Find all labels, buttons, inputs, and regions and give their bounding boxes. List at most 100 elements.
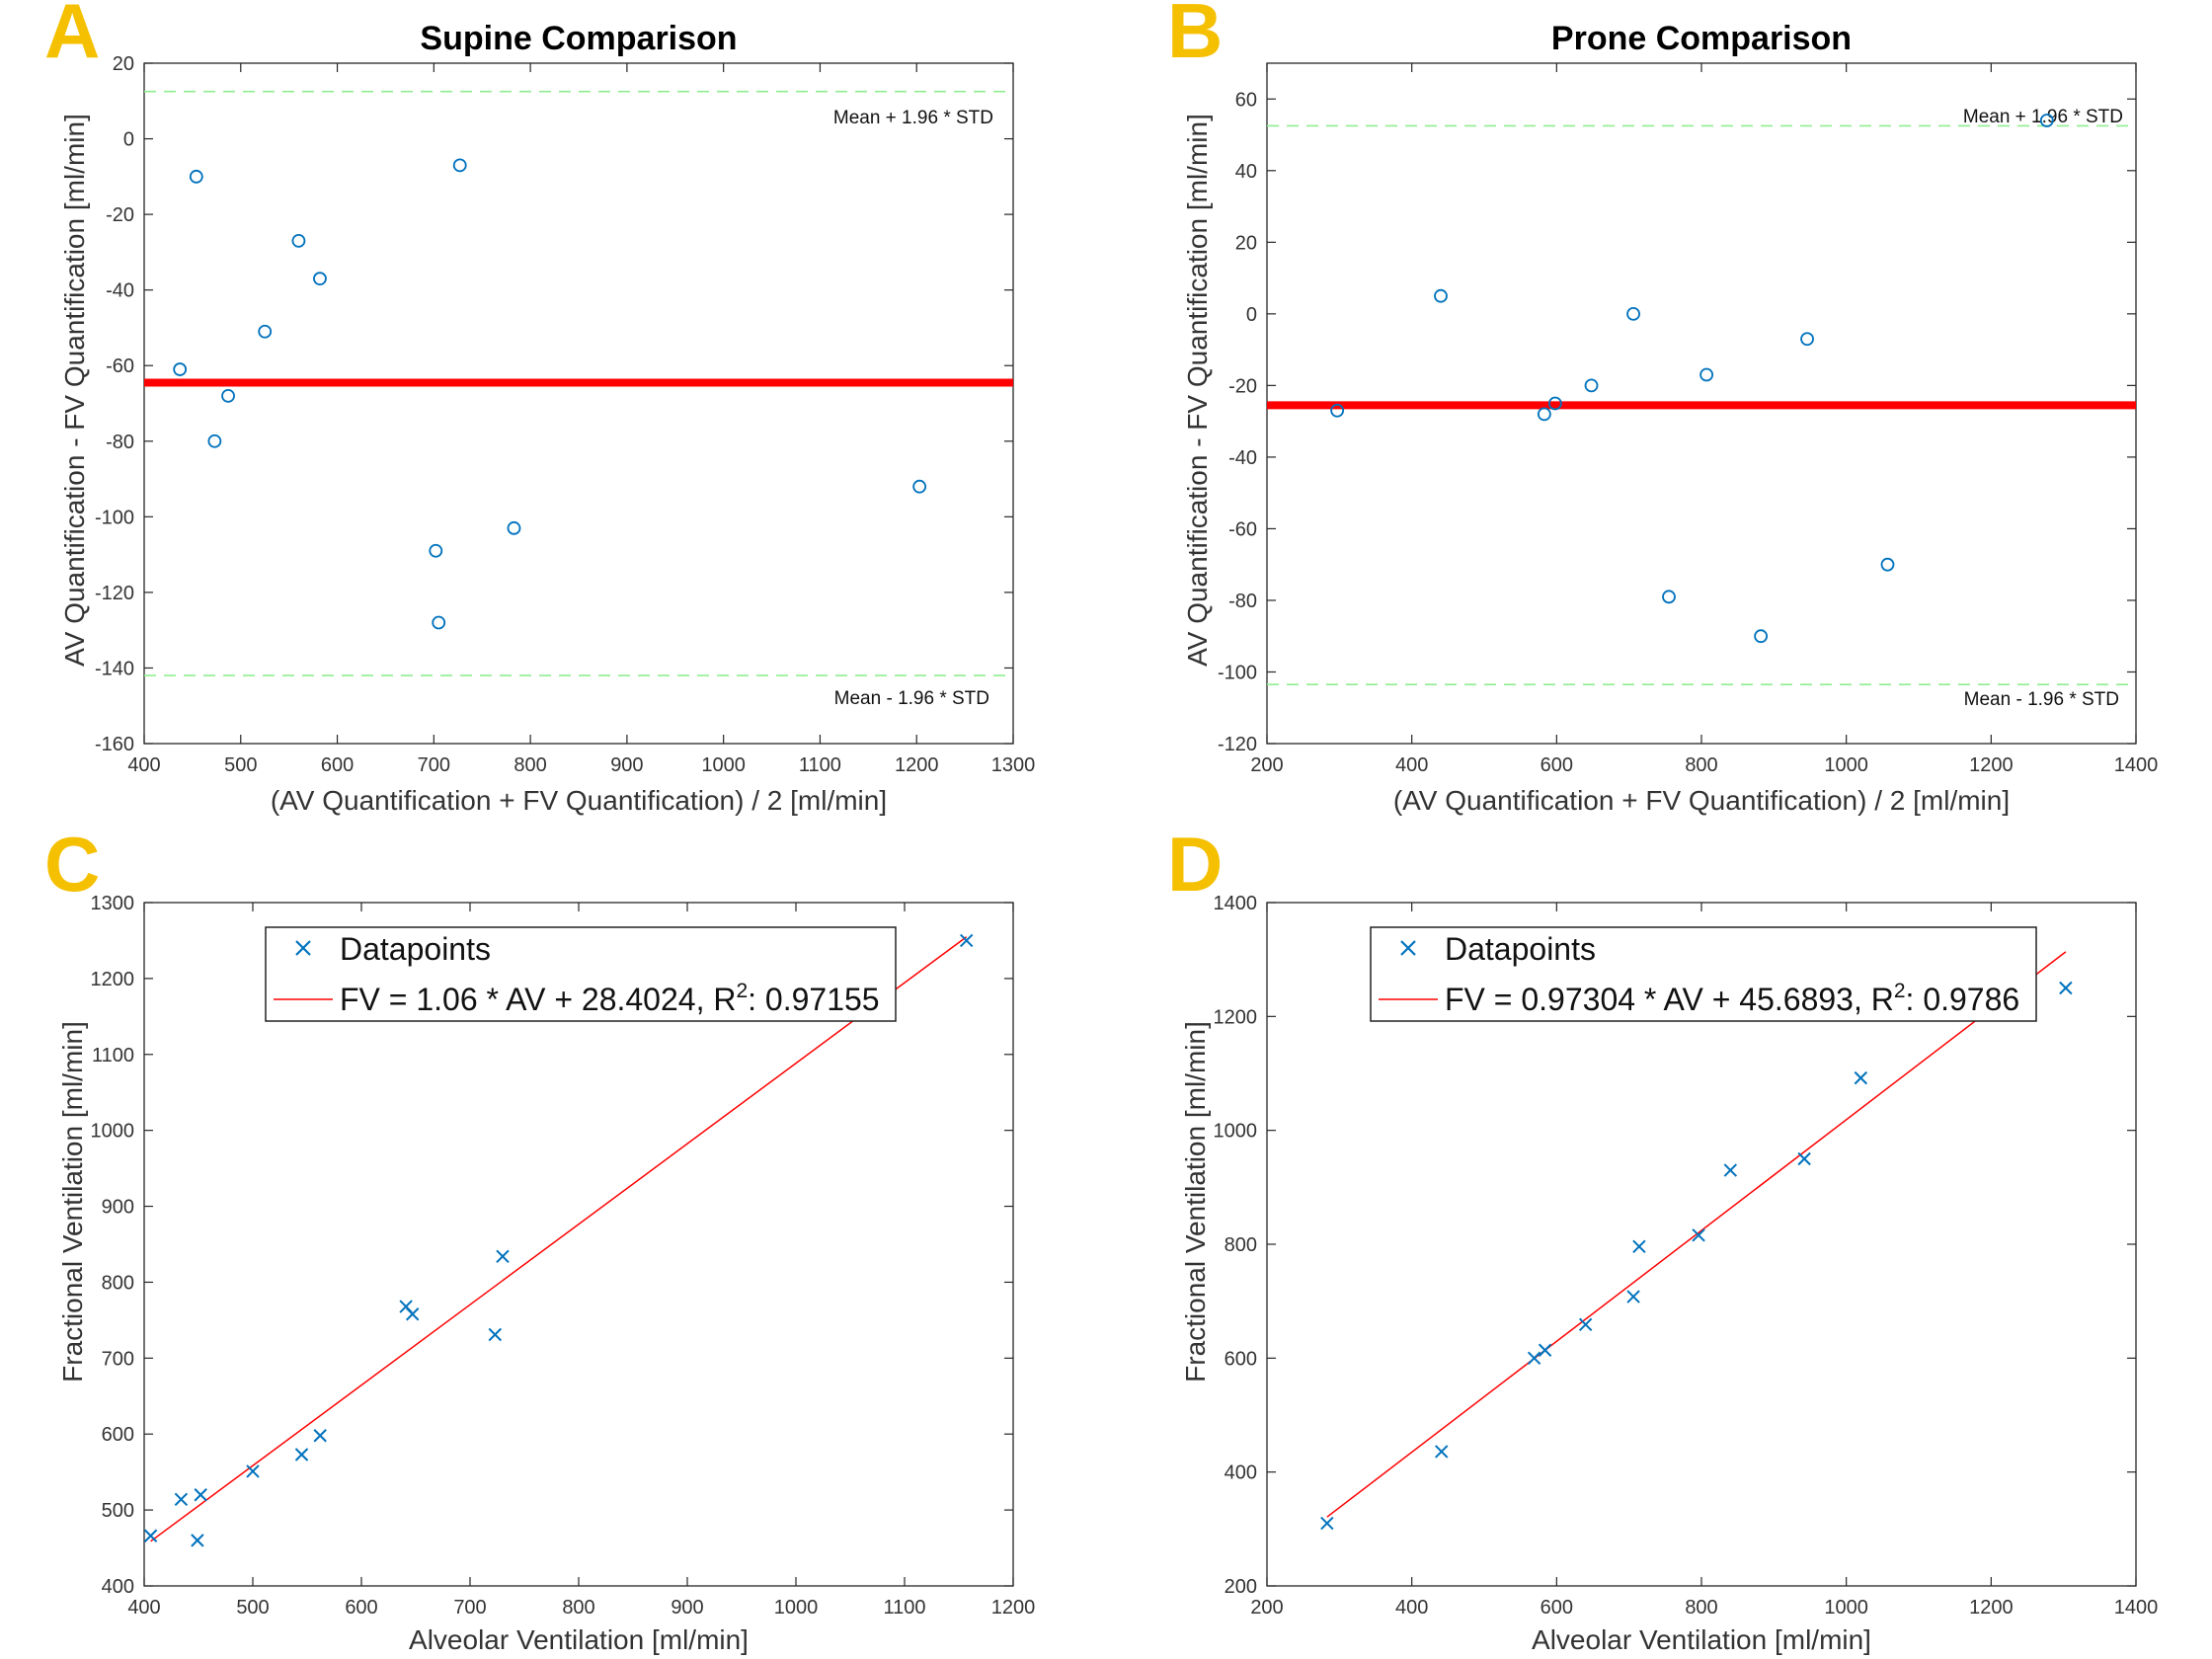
panel-d-datapoint (1854, 1070, 1868, 1085)
panel-c-legend-fit-tail: : 0.97155 (748, 982, 879, 1017)
panel-d-xtick-label: 800 (1685, 1597, 1717, 1619)
panel-a-datapoint (452, 158, 467, 173)
panel-b-xtick-label: 600 (1540, 754, 1573, 776)
panel-c-ytick-label: 1300 (91, 893, 135, 914)
panel-d-xtick-label: 600 (1540, 1597, 1573, 1619)
panel-c-legend-fit-sup: 2 (736, 980, 748, 1002)
panel-b-xtick-label: 200 (1250, 754, 1283, 776)
panel-d-datapoint (1527, 1351, 1541, 1366)
panel-d-datapoint-stroke (2059, 981, 2073, 995)
panel-b-datapoint (1547, 396, 1562, 411)
panel-c-datapoint (143, 1529, 158, 1542)
panel-a-datapoint (507, 520, 521, 535)
panel-b-datapoint (2039, 114, 2054, 127)
panel-c-ytick-label: 900 (102, 1197, 134, 1219)
panel-a-axes-box (143, 62, 1014, 745)
panel-a-ytick-label: -40 (106, 280, 134, 302)
panel-d-legend-fit-label: FV = 0.97304 * AV + 45.6893, R2: 0.9786 (1445, 980, 2019, 1017)
panel-d-datapoint (1435, 1445, 1449, 1459)
panel-c-ytick-label: 500 (102, 1500, 134, 1522)
panel-d-legend-points-label: Datapoints (1445, 931, 1596, 967)
panel-b-datapoint (1880, 557, 1895, 572)
panel-c-datapoint-stroke (405, 1307, 420, 1321)
panel-d-datapoint (1723, 1163, 1738, 1177)
panel-a-xtick-label: 900 (610, 754, 643, 776)
panel-b-datapoint (1434, 288, 1448, 303)
panel-a-xtick-label: 400 (127, 754, 160, 776)
panel-d-datapoint (2059, 981, 2073, 995)
panel-d-ytick-label: 1400 (1214, 893, 1258, 914)
panel-c-datapoint-stroke (488, 1327, 503, 1342)
panel-d-ytick-label: 800 (1224, 1234, 1257, 1256)
panel-a-ytick-label: -20 (106, 204, 134, 226)
panel-a-ytick-label: -160 (95, 734, 134, 755)
panel-d-legend-fit-sup: 2 (1894, 980, 1906, 1002)
panel-letter-b: B (1167, 0, 1223, 74)
panel-letter-c: C (44, 821, 100, 908)
panel-c-ytick-label: 1100 (92, 1045, 134, 1066)
panel-c-datapoint-stroke (174, 1492, 189, 1507)
panel-c-datapoint (959, 933, 974, 948)
panel-c-datapoint-stroke (399, 1300, 413, 1313)
panel-d-xtick-label: 1000 (1824, 1597, 1868, 1619)
panel-c-datapoint (194, 1488, 207, 1502)
panel-c-ytick-label: 800 (102, 1272, 134, 1294)
panel-a-datapoint (313, 272, 327, 286)
panel-b-ytick-label: 60 (1235, 89, 1257, 111)
panel-a-ytick-label: -140 (95, 658, 134, 679)
panel-a-xtick-label: 500 (224, 754, 257, 776)
panel-b-ytick-label: 40 (1235, 161, 1257, 183)
panel-b-datapoint (1537, 407, 1551, 422)
panel-d-ytick-label: 1000 (1214, 1121, 1258, 1143)
panel-a-xlabel: (AV Quantification + FV Quantification) … (271, 785, 887, 816)
panel-c-xtick-label: 1100 (883, 1597, 925, 1619)
panel-d-datapoint-stroke (1527, 1351, 1541, 1366)
panel-a-datapoint (258, 324, 273, 339)
panel-d-datapoint (1692, 1228, 1705, 1242)
panel-c-xtick-label: 900 (671, 1597, 703, 1619)
panel-b-title: Prone Comparison (1551, 20, 1852, 57)
panel-d-plot: 200 400 600 800 1000 1200 1400 200 400 600 800 1000… (1214, 893, 2159, 1619)
panel-d-ytick-label: 1200 (1214, 1006, 1258, 1028)
panel-a-xtick-label: 600 (321, 754, 354, 776)
panel-a-datapoint (432, 615, 446, 630)
panel-a-ytick-label: -120 (95, 583, 134, 604)
panel-b-ytick-label: 0 (1246, 304, 1257, 326)
panel-b-ytick-label: 20 (1235, 232, 1257, 254)
panel-a-ytick-label: -100 (95, 507, 134, 528)
panel-c-xtick-label: 700 (453, 1597, 486, 1619)
panel-d-xtick-label: 1200 (1969, 1597, 2014, 1619)
panel-b-ytick-label: -60 (1228, 518, 1257, 540)
panel-a-xtick-label: 1300 (991, 754, 1036, 776)
panel-b-ylabel: AV Quantification - FV Quantification [m… (1182, 114, 1213, 667)
panel-d-datapoint (1578, 1317, 1593, 1332)
panel-a-upper-limit-label: Mean + 1.96 * STD (833, 108, 993, 128)
panel-c-legend-marker (295, 940, 311, 956)
panel-a-datapoint (291, 234, 306, 248)
panel-a-xtick-label: 1200 (895, 754, 939, 776)
panel-b-xtick-label: 400 (1395, 754, 1428, 776)
panel-b-ytick-label: -20 (1228, 375, 1257, 397)
panel-a: A Supine Comparison (AV Quantification +… (44, 0, 1035, 816)
panel-b-xtick-label: 1000 (1824, 754, 1868, 776)
panel-c-datapoint (313, 1429, 327, 1443)
panel-d-datapoint (1320, 1516, 1334, 1531)
panel-b-plot: 200 400 600 800 1000 1200 1400-120-100-80-60-4… (1218, 62, 2158, 776)
panel-c-ytick-label: 400 (102, 1576, 134, 1598)
panel-b-xtick-label: 1200 (1969, 754, 2014, 776)
panel-a-datapoint (207, 434, 222, 448)
panel-c-xtick-label: 1200 (991, 1597, 1036, 1619)
panel-a-datapoint (173, 362, 188, 376)
panel-b: B Prone Comparison (AV Quantification + … (1167, 0, 2158, 816)
panel-c-datapoint (294, 1448, 309, 1462)
panel-a-xtick-label: 1100 (799, 754, 841, 776)
panel-d-datapoint-stroke (1723, 1163, 1738, 1177)
panel-c-datapoint-stroke (194, 1488, 207, 1502)
panel-d-legend-box (1370, 926, 2037, 1022)
panel-c-legend-fit-label: FV = 1.06 * AV + 28.4024, R2: 0.97155 (340, 980, 880, 1017)
panel-c-xtick-label: 500 (236, 1597, 269, 1619)
panel-c-xtick-label: 800 (562, 1597, 594, 1619)
panel-b-datapoint (1626, 306, 1640, 321)
panel-c-xtick-label: 600 (345, 1597, 377, 1619)
panel-a-datapoint (912, 479, 927, 494)
